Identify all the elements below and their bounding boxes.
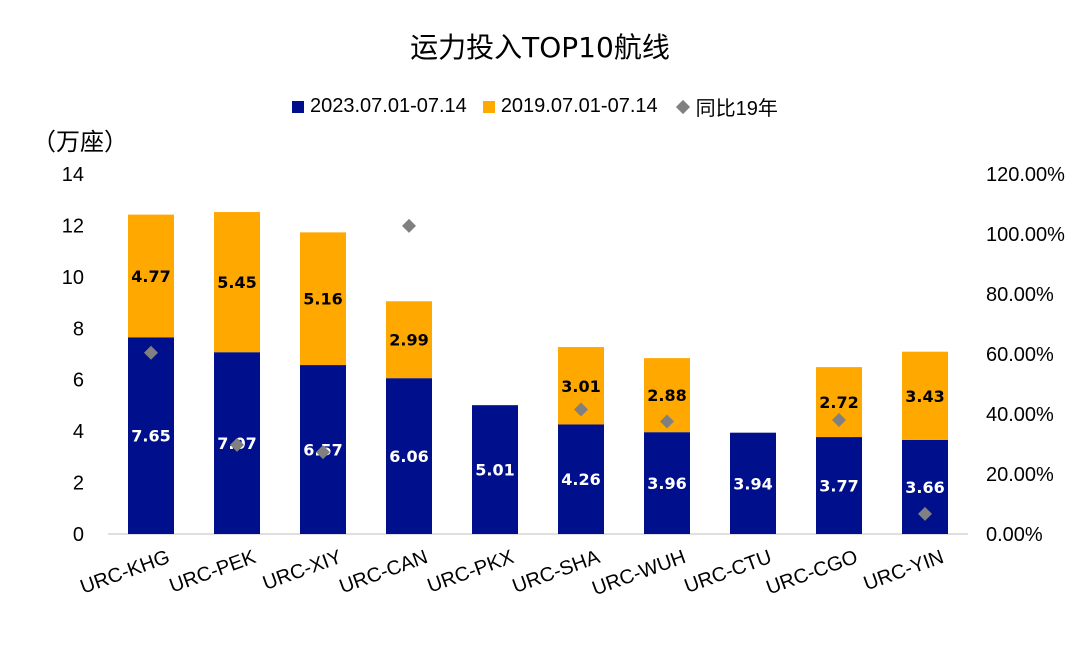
legend-item-2023: 2023.07.01-07.14 <box>292 95 467 118</box>
data-label-2019: 2.88 <box>647 386 686 405</box>
legend-label-yoy: 同比19年 <box>695 98 778 120</box>
x-tick-label: URC-YIN <box>861 546 947 595</box>
chart-title: 运力投入TOP10航线 <box>410 31 670 64</box>
yoy-marker <box>660 414 674 429</box>
data-label-2023: 7.65 <box>131 427 170 446</box>
y2-tick-label: 120.00% <box>986 164 1065 186</box>
y-tick-label: 8 <box>73 318 84 340</box>
data-label-2023: 3.96 <box>647 474 686 493</box>
x-tick-label: URC-CGO <box>763 546 860 599</box>
legend-label-2023: 2023.07.01-07.14 <box>310 95 467 117</box>
y2-tick-label: 0.00% <box>986 524 1043 546</box>
data-label-2019: 3.43 <box>905 387 944 406</box>
bar-2019 <box>128 214 174 338</box>
bar-2019 <box>300 232 346 366</box>
data-label-2023: 3.94 <box>733 474 772 493</box>
data-label-2023: 5.01 <box>475 461 514 480</box>
y2-tick-label: 40.00% <box>986 404 1054 426</box>
x-tick-label: URC-SHA <box>510 546 604 598</box>
x-tick-label: URC-WUH <box>589 546 688 600</box>
bar-2019 <box>214 212 260 353</box>
yoy-marker <box>144 345 158 360</box>
legend-swatch-2023 <box>292 100 304 113</box>
data-label-2019: 5.45 <box>217 273 256 292</box>
yoy-marker <box>402 218 416 233</box>
bar-2023 <box>128 337 174 534</box>
data-label-2023: 4.26 <box>561 470 600 489</box>
x-tick-label: URC-CTU <box>682 546 775 598</box>
x-tick-label: URC-KHG <box>77 546 172 599</box>
data-label-2019: 3.01 <box>561 377 600 396</box>
bar-2023 <box>558 424 604 534</box>
legend-item-yoy: 同比19年 <box>674 92 778 121</box>
y-tick-label: 12 <box>62 215 84 237</box>
yoy-marker <box>316 445 330 460</box>
x-tick-label: URC-PKX <box>425 546 517 597</box>
data-label-2019: 4.77 <box>131 267 170 286</box>
data-label-2019: 5.16 <box>303 290 342 309</box>
data-label-2023: 3.66 <box>905 478 944 497</box>
y-tick-label: 14 <box>62 164 84 186</box>
y-axis-unit-label: （万座） <box>32 128 128 156</box>
data-label-2023: 6.06 <box>389 447 428 466</box>
yoy-marker <box>230 437 244 452</box>
legend: 2023.07.01-07.14 2019.07.01-07.14 同比19年 <box>292 92 794 121</box>
y-tick-label: 4 <box>73 421 84 443</box>
bar-2019 <box>902 351 948 440</box>
x-tick-label: URC-CAN <box>337 546 431 598</box>
legend-swatch-2019 <box>482 100 495 113</box>
bar-2023 <box>644 432 690 534</box>
yoy-marker <box>832 413 846 427</box>
y2-tick-label: 80.00% <box>986 284 1054 306</box>
x-tick-label: URC-PEK <box>167 546 260 598</box>
y-tick-label: 10 <box>62 267 84 289</box>
yoy-marker <box>918 506 932 521</box>
y-tick-label: 0 <box>73 524 84 546</box>
y2-tick-label: 20.00% <box>986 464 1054 486</box>
legend-label-2019: 2019.07.01-07.14 <box>500 95 658 117</box>
bar-2023 <box>730 432 776 534</box>
yoy-marker <box>574 402 588 417</box>
y2-tick-label: 60.00% <box>986 344 1054 366</box>
data-label-2019: 2.72 <box>819 393 858 412</box>
bar-2023 <box>472 405 518 534</box>
bar-2023 <box>386 378 432 534</box>
y2-tick-label: 100.00% <box>986 224 1065 246</box>
y-tick-label: 6 <box>73 370 84 392</box>
bar-2019 <box>386 301 432 379</box>
x-tick-label: URC-XIY <box>260 546 345 595</box>
data-label-2019: 2.99 <box>389 331 428 350</box>
legend-item-2019: 2019.07.01-07.14 <box>482 95 658 118</box>
y-tick-label: 2 <box>73 473 84 495</box>
data-label-2023: 3.77 <box>819 477 858 496</box>
bar-2023 <box>816 437 862 534</box>
